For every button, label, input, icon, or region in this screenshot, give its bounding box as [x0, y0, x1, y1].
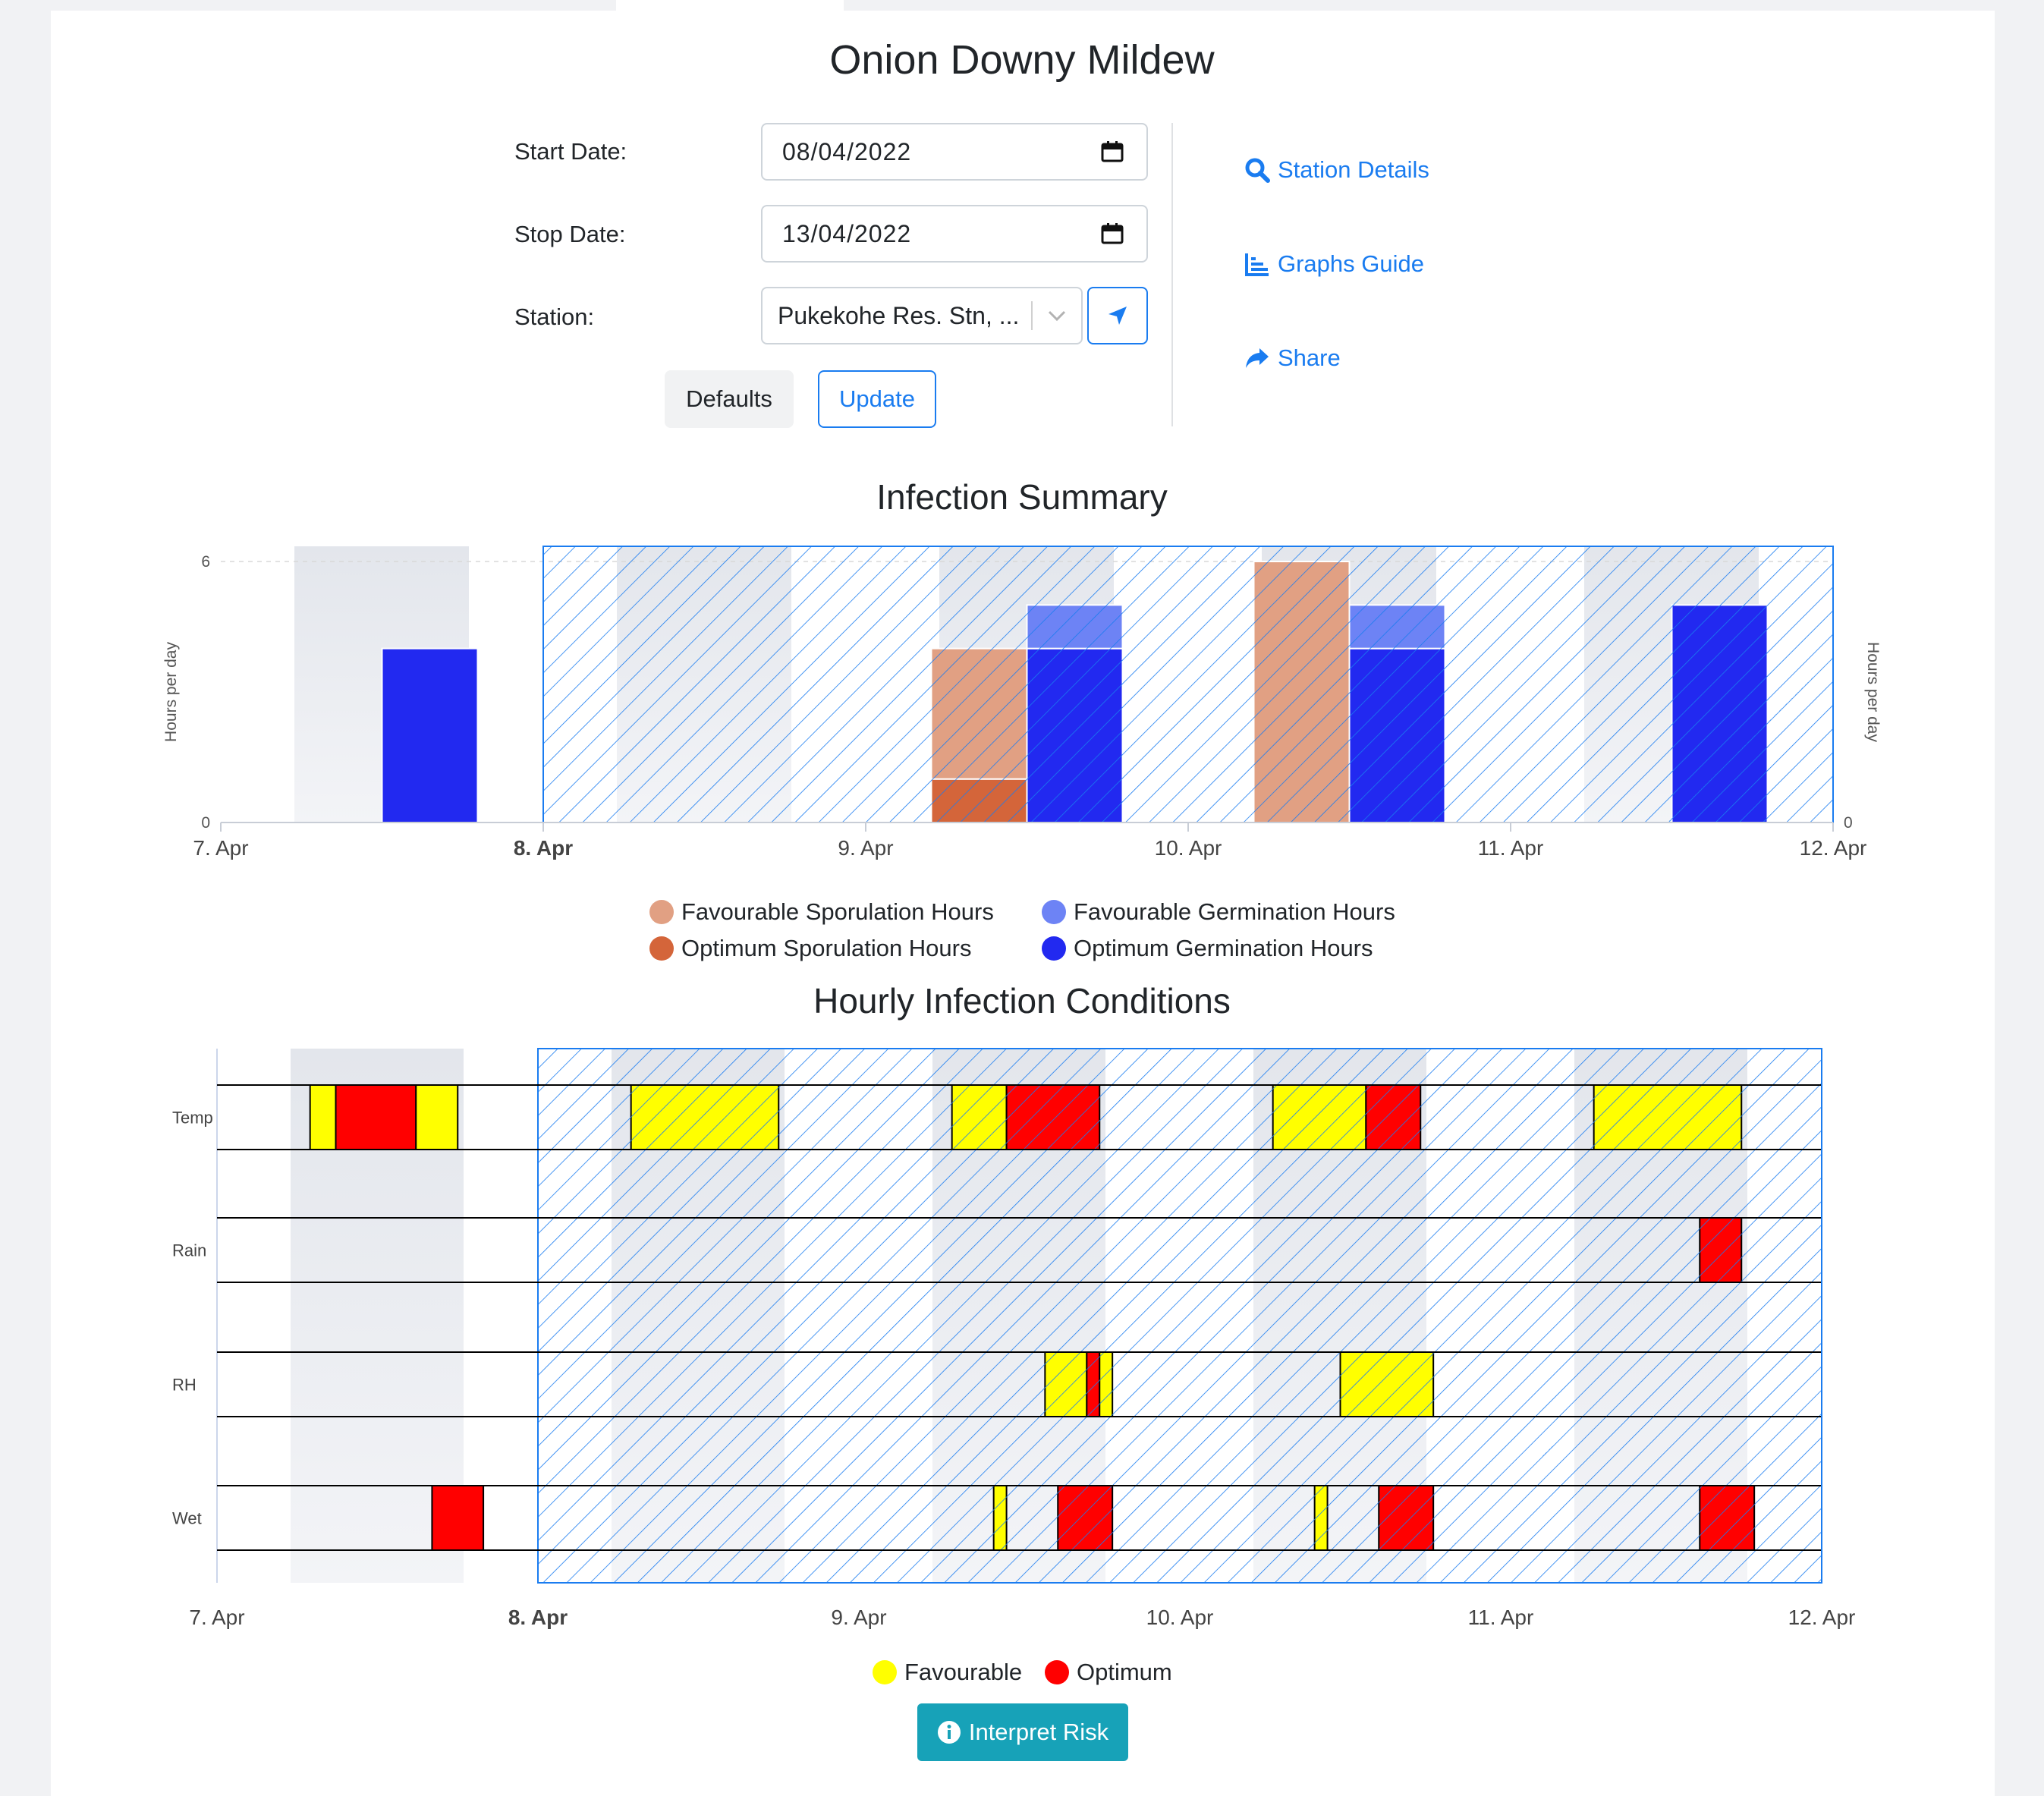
x-tick-label: 7. Apr [193, 836, 248, 860]
bar-opt-germination [381, 647, 479, 823]
row-label: Temp [172, 1109, 213, 1128]
y-axis-title: Hours per day [162, 642, 180, 742]
search-icon [1245, 158, 1270, 183]
form-divider [1171, 123, 1173, 426]
x-tick-label: 12. Apr [1800, 836, 1867, 860]
stop-date-value: 13/04/2022 [782, 219, 912, 247]
station-label: Station: [514, 304, 595, 330]
y2-tick-label: 0 [1844, 814, 1853, 832]
location-arrow-icon [1108, 307, 1127, 325]
station-select[interactable]: Pukekohe Res. Stn, ... [761, 287, 1083, 344]
summary-chart-title: Infection Summary [876, 477, 1168, 517]
legend-optimum-label: Optimum [1077, 1659, 1172, 1685]
station-select-value: Pukekohe Res. Stn, ... [778, 301, 1020, 329]
x-tick-label: 10. Apr [1146, 1606, 1214, 1629]
legend-opt-sporulation-label: Optimum Sporulation Hours [681, 935, 972, 961]
start-date-label: Start Date: [514, 138, 627, 165]
page-title: Onion Downy Mildew [829, 37, 1215, 83]
select-separator [1031, 301, 1033, 330]
row-label: Rain [172, 1241, 206, 1260]
x-tick-label: 9. Apr [838, 836, 893, 860]
x-tick-label: 10. Apr [1155, 836, 1222, 860]
row-label: RH [172, 1376, 197, 1395]
legend-opt-sporulation[interactable]: Optimum Sporulation Hours [649, 935, 972, 962]
legend-opt-germination[interactable]: Optimum Germination Hours [1042, 935, 1373, 962]
start-date-input[interactable]: 08/04/2022 [761, 123, 1148, 181]
legend-dot [1045, 1660, 1069, 1684]
calendar-icon[interactable] [1101, 141, 1124, 162]
row-label: Wet [172, 1509, 202, 1528]
x-tick-label: 8. Apr [508, 1606, 568, 1629]
x-tick-label: 11. Apr [1478, 836, 1544, 860]
selected-range [537, 1048, 1822, 1584]
legend-dot [649, 936, 674, 961]
start-date-value: 08/04/2022 [782, 137, 912, 165]
favourable-block [415, 1084, 459, 1150]
share-icon [1246, 348, 1269, 368]
locate-station-button[interactable] [1087, 287, 1148, 344]
legend-fav-germination[interactable]: Favourable Germination Hours [1042, 898, 1395, 926]
legend-dot [873, 1660, 897, 1684]
share-label: Share [1278, 344, 1341, 371]
infection-summary-chart: 0 6 0 7. Apr 8. Apr 9. Apr 10. Apr 11. Apr 12. A… [162, 546, 1882, 860]
defaults-button[interactable]: Defaults [665, 370, 794, 428]
x-tick-label: 12. Apr [1788, 1606, 1856, 1629]
x-tick-label: 7. Apr [189, 1606, 244, 1629]
graphs-guide-link[interactable]: Graphs Guide [1244, 250, 1424, 278]
calendar-icon[interactable] [1101, 223, 1124, 244]
active-tab[interactable] [616, 0, 844, 11]
chevron-down-icon[interactable] [1033, 310, 1081, 322]
update-button[interactable]: Update [818, 370, 936, 428]
legend-fav-sporulation[interactable]: Favourable Sporulation Hours [649, 898, 994, 926]
info-icon [937, 1721, 961, 1744]
y2-axis-title: Hours per day [1864, 642, 1882, 742]
tab-strip [51, 0, 1995, 11]
optimum-block [431, 1485, 485, 1551]
legend-optimum[interactable]: Optimum [1045, 1659, 1172, 1686]
legend-fav-sporulation-label: Favourable Sporulation Hours [681, 898, 994, 925]
stop-date-input[interactable]: 13/04/2022 [761, 205, 1148, 263]
legend-favourable[interactable]: Favourable [873, 1659, 1022, 1686]
interpret-risk-label: Interpret Risk [968, 1719, 1109, 1745]
legend-favourable-label: Favourable [904, 1659, 1023, 1685]
graphs-guide-label: Graphs Guide [1278, 250, 1424, 277]
hourly-chart-title: Hourly Infection Conditions [813, 981, 1231, 1021]
stop-date-label: Stop Date: [514, 221, 626, 247]
hourly-conditions-chart: Temp Rain RH Wet 7. Apr 8. Apr 9. Apr 10. Apr 11… [172, 1048, 1856, 1629]
legend-fav-germination-label: Favourable Germination Hours [1074, 898, 1395, 925]
legend-dot [649, 900, 674, 924]
selected-range [542, 546, 1834, 823]
x-tick-label: 9. Apr [831, 1606, 886, 1629]
interpret-risk-button[interactable]: Interpret Risk [917, 1703, 1128, 1761]
favourable-block [309, 1084, 337, 1150]
share-link[interactable]: Share [1244, 344, 1341, 372]
station-details-label: Station Details [1278, 156, 1429, 183]
x-tick-label: 8. Apr [514, 836, 573, 860]
legend-opt-germination-label: Optimum Germination Hours [1074, 935, 1373, 961]
legend-dot [1042, 936, 1066, 961]
optimum-block [335, 1084, 417, 1150]
y-tick-label: 6 [201, 553, 210, 571]
station-details-link[interactable]: Station Details [1244, 156, 1429, 184]
y-tick-label: 0 [201, 814, 210, 832]
legend-dot [1042, 900, 1066, 924]
chart-bar-icon [1245, 253, 1269, 276]
x-tick-label: 11. Apr [1468, 1606, 1534, 1629]
